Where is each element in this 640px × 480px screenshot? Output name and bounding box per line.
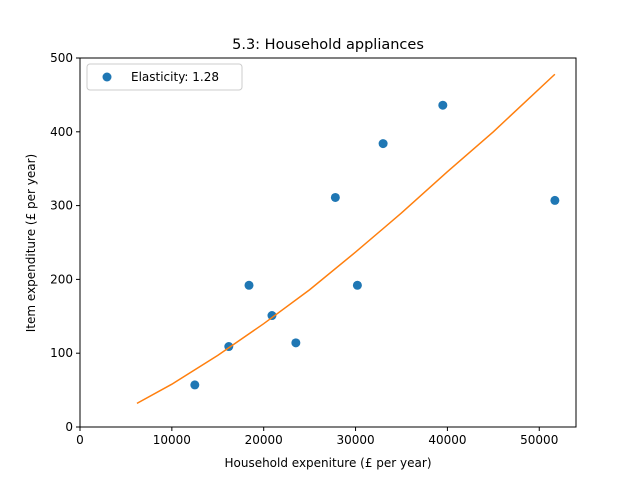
y-tick-label-200: 200 — [50, 272, 73, 286]
legend-box — [86, 63, 243, 91]
x-tick-label-50000: 50000 — [520, 433, 558, 447]
y-tick-label-100: 100 — [50, 346, 73, 360]
chart-title: 5.3: Household appliances — [232, 37, 424, 53]
data-point-3 — [244, 280, 254, 290]
y-tick-label-400: 400 — [50, 125, 73, 139]
y-tick-label-500: 500 — [50, 51, 73, 65]
legend-marker — [102, 72, 112, 82]
x-tick-label-40000: 40000 — [428, 433, 466, 447]
x-tick-label-0: 0 — [76, 433, 84, 447]
x-tick-label-30000: 30000 — [336, 433, 374, 447]
legend: Elasticity: 1.28 — [86, 63, 243, 91]
y-tick-label-0: 0 — [65, 420, 73, 434]
data-point-4 — [267, 311, 277, 321]
data-point-9 — [438, 100, 448, 110]
data-point-6 — [330, 192, 340, 202]
y-tick-label-300: 300 — [50, 199, 73, 213]
data-point-10 — [550, 195, 560, 205]
plot-area — [136, 73, 560, 405]
data-point-8 — [378, 139, 388, 149]
x-tick-label-20000: 20000 — [245, 433, 283, 447]
data-point-7 — [352, 280, 362, 290]
x-axis-label: Household expeniture (£ per year) — [224, 456, 431, 470]
data-point-1 — [190, 380, 200, 390]
y-axis-label: Item expenditure (£ per year) — [24, 154, 38, 332]
axes: 0 10000 20000 30000 40000 50000 0 100 200 300 400 5… — [50, 51, 577, 447]
axes-frame — [79, 57, 577, 428]
legend-label: Elasticity: 1.28 — [131, 70, 219, 84]
x-tick-label-10000: 10000 — [153, 433, 191, 447]
data-point-5 — [291, 338, 301, 348]
fit-line — [136, 73, 556, 405]
